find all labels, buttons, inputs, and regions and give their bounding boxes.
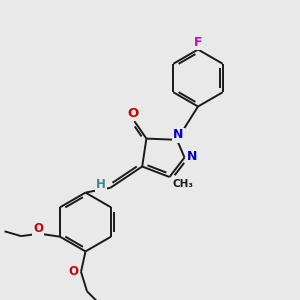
Text: O: O (68, 265, 79, 278)
Text: H: H (96, 178, 106, 191)
Text: O: O (33, 222, 43, 235)
Text: CH₃: CH₃ (172, 178, 194, 189)
Text: O: O (127, 107, 139, 120)
Text: N: N (187, 150, 197, 164)
Text: N: N (173, 128, 184, 142)
Text: F: F (194, 35, 202, 49)
